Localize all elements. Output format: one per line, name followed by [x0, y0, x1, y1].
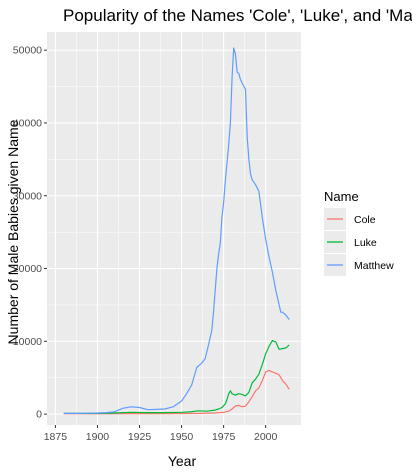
y-axis-title: Number of Male Babies given Name [5, 119, 21, 344]
x-axis-title: Year [168, 453, 197, 469]
x-tick-label: 1975 [212, 431, 236, 443]
x-tick-label: 2000 [254, 431, 278, 443]
y-tick-label: 50000 [13, 45, 42, 57]
chart-title: Popularity of the Names 'Cole', 'Luke', … [63, 6, 412, 25]
x-tick-label: 1950 [170, 431, 194, 443]
series-line-luke [63, 340, 290, 414]
y-tick-label: 30000 [13, 190, 42, 202]
y-tick-label: 10000 [13, 336, 42, 348]
y-tick-label: 20000 [13, 263, 42, 275]
x-tick-label: 1925 [128, 431, 152, 443]
series-line-cole [63, 369, 290, 415]
axis-ticks: 1875 1900 1925 1950 1975 20000100002000030000… [13, 45, 278, 443]
panel-background [47, 32, 301, 425]
y-tick-label: 0 [36, 409, 42, 421]
x-tick-label: 1900 [86, 431, 110, 443]
series-layer [63, 47, 290, 415]
legend-label-matthew: Matthew [354, 260, 394, 272]
legend-title: Name [324, 189, 359, 204]
legend-label-cole: Cole [354, 214, 376, 226]
legend-items: Cole Luke Matthew [324, 208, 394, 276]
series-line-matthew [63, 47, 290, 414]
y-tick-label: 40000 [13, 117, 42, 129]
legend: Name Cole Luke Matthew [324, 189, 394, 276]
plot-panel [47, 32, 301, 425]
x-tick-label: 1875 [44, 431, 68, 443]
legend-label-luke: Luke [354, 237, 377, 249]
